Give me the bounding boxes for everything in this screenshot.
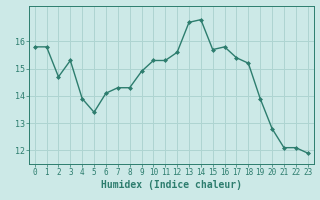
X-axis label: Humidex (Indice chaleur): Humidex (Indice chaleur) [101,180,242,190]
